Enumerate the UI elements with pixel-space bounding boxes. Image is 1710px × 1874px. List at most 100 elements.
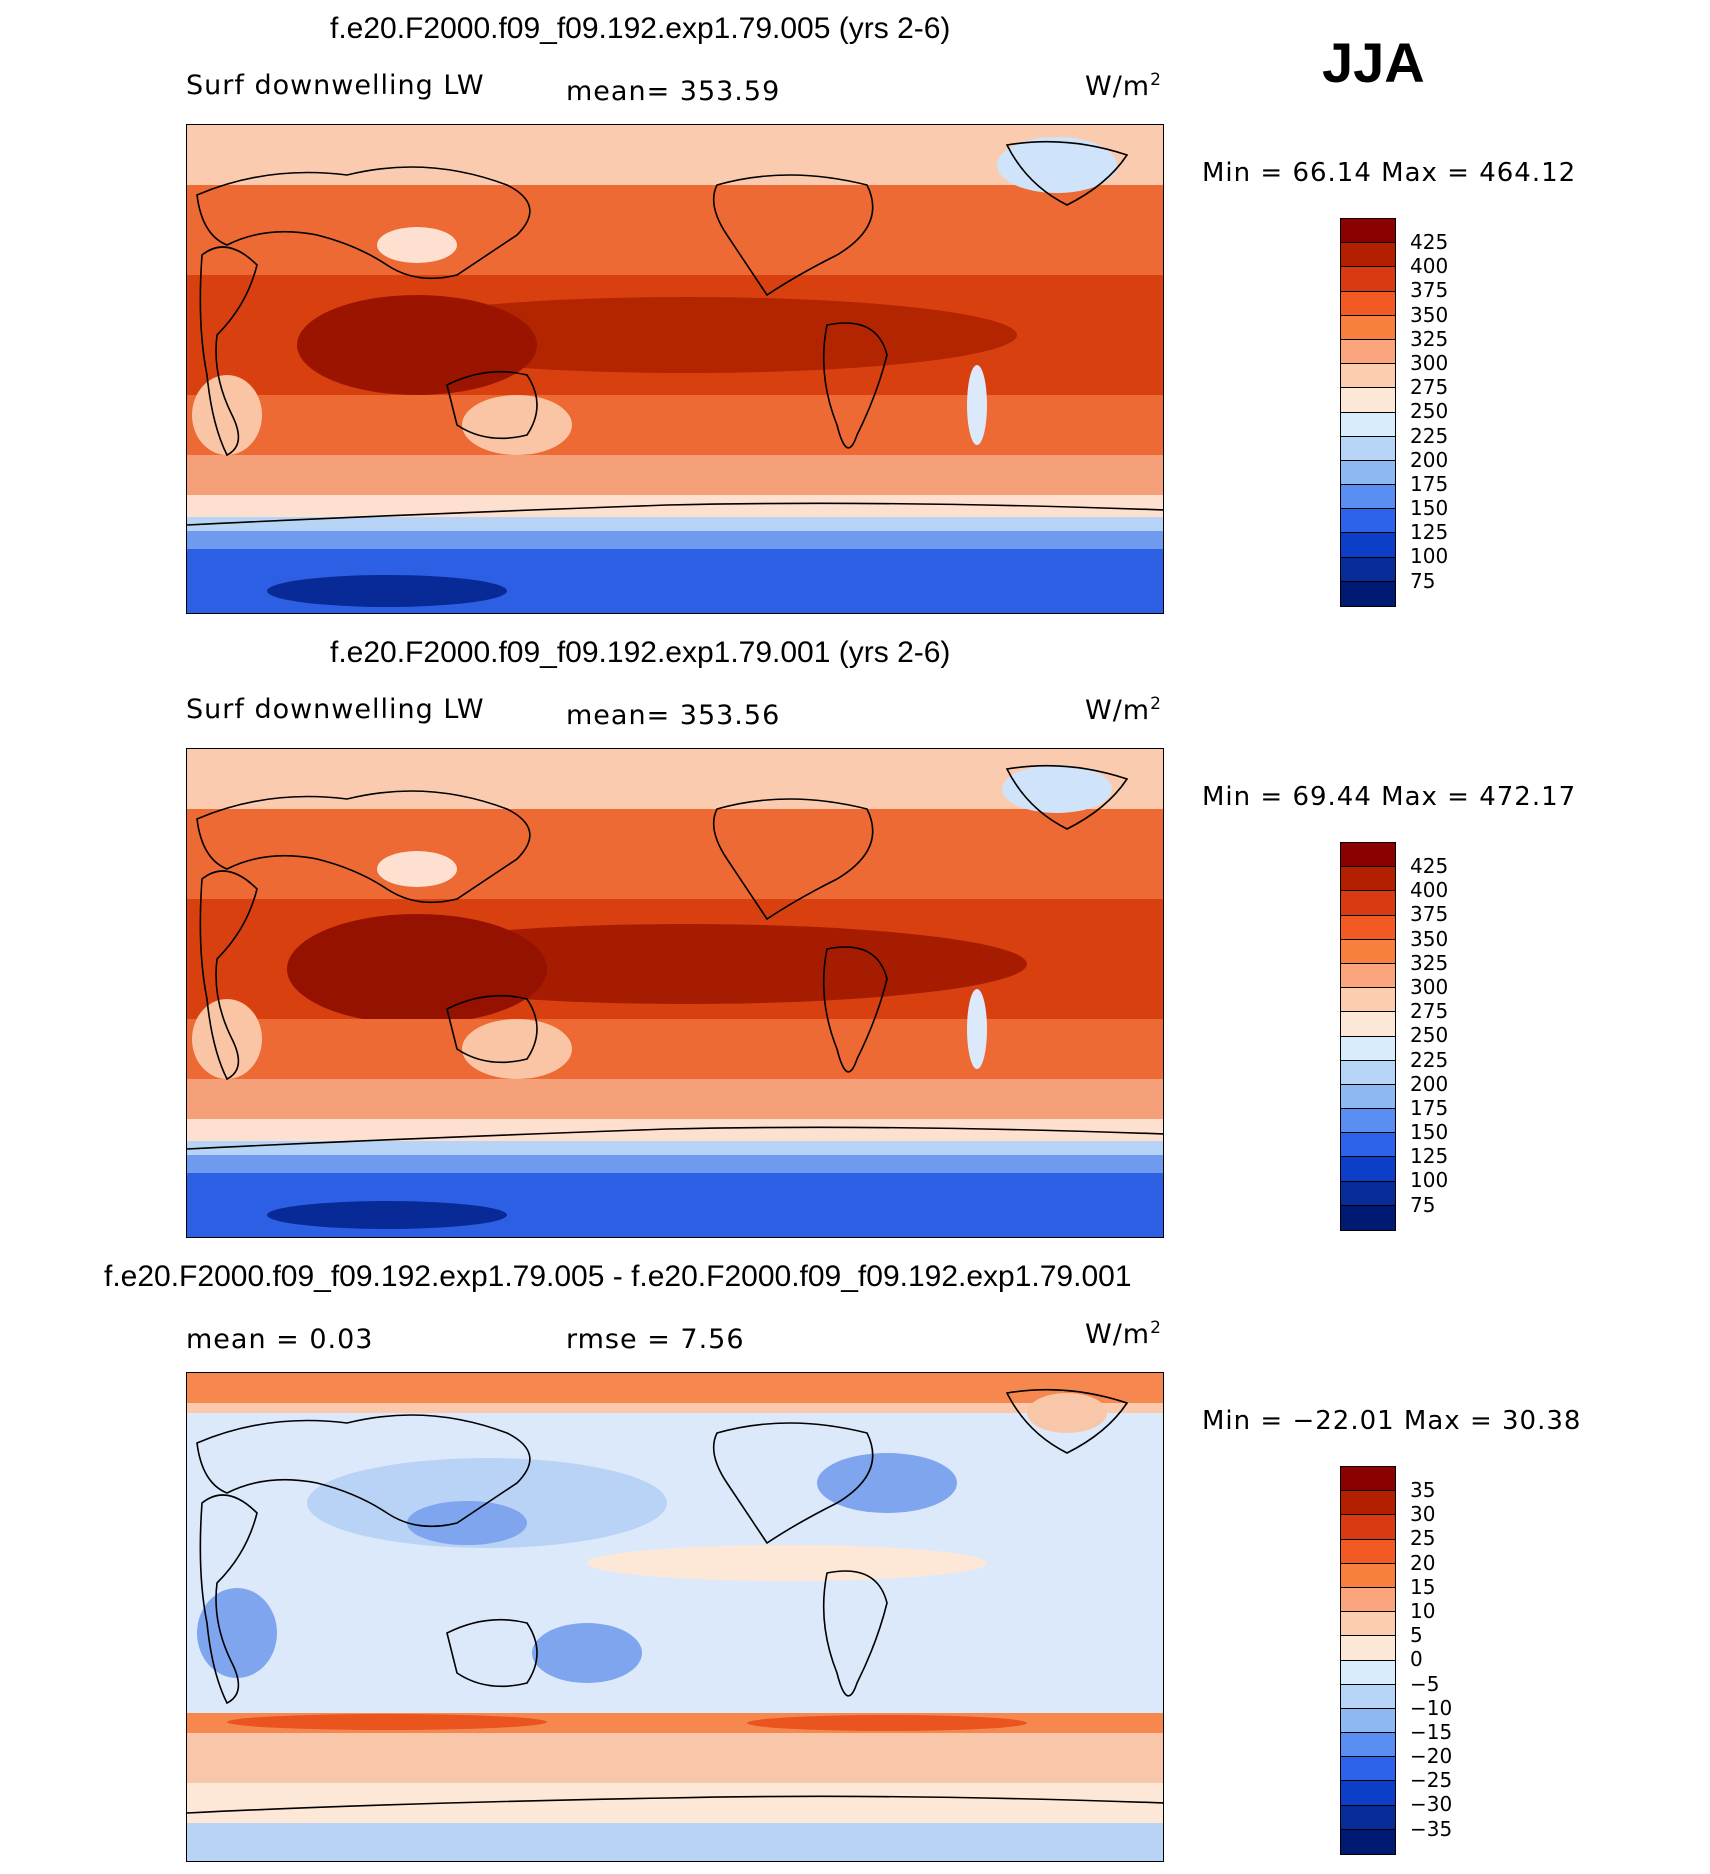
- colorbar-1-label: 350: [1410, 302, 1449, 327]
- colorbar-3-seg: [1341, 1612, 1395, 1637]
- colorbar-1-seg: [1341, 509, 1395, 534]
- panel-3-colorbar: [1340, 1466, 1396, 1855]
- arctic-transition: [187, 1403, 1163, 1413]
- colorbar-2-label: 250: [1410, 1023, 1449, 1048]
- season-label: JJA: [1322, 31, 1425, 94]
- colorbar-3-seg: [1341, 1491, 1395, 1516]
- panel-2-variable: Surf downwelling LW: [186, 694, 485, 725]
- southern-ocean-warm: [187, 1733, 1163, 1783]
- andes-cold: [967, 365, 987, 445]
- colorbar-2-seg: [1341, 1109, 1395, 1134]
- colorbar-2-label: 325: [1410, 950, 1449, 975]
- colorbar-2-seg: [1341, 867, 1395, 892]
- colorbar-1-seg: [1341, 339, 1395, 365]
- colorbar-1-seg: [1341, 412, 1395, 437]
- colorbar-2-label: 125: [1410, 1144, 1449, 1169]
- colorbar-1-seg: [1341, 557, 1395, 582]
- panel-1-units: W/m2: [1085, 70, 1162, 102]
- panel-2-units: W/m2: [1085, 694, 1162, 726]
- subtropics-band-south: [187, 395, 1163, 455]
- colorbar-2-seg: [1341, 1181, 1395, 1206]
- sea-ice-band: [187, 531, 1163, 549]
- colorbar-2-label: 375: [1410, 902, 1449, 927]
- southern-warm-core-2: [747, 1715, 1027, 1731]
- panel-1-colorbar: [1340, 218, 1396, 607]
- colorbar-1-label: 150: [1410, 496, 1449, 521]
- coast-africa: [199, 1494, 258, 1705]
- colorbar-1-label: 100: [1410, 544, 1449, 569]
- colorbar-3-seg: [1341, 1515, 1395, 1540]
- panel-2-title: f.e20.F2000.f09_f09.192.exp1.79.001 (yrs…: [330, 636, 951, 669]
- colorbar-1-seg: [1341, 219, 1395, 244]
- antarctic-neutral: [187, 1783, 1163, 1823]
- coast-africa: [199, 870, 258, 1081]
- colorbar-2-label: 150: [1410, 1120, 1449, 1145]
- colorbar-3-seg: [1341, 1563, 1395, 1588]
- coast-north-america: [712, 1422, 874, 1545]
- panel-2-map: [186, 748, 1164, 1238]
- colorbar-3-seg: [1341, 1733, 1395, 1758]
- coast-antarctica: [187, 502, 1163, 526]
- coast-north-america: [712, 174, 874, 297]
- coast-greenland: [1005, 1388, 1129, 1454]
- panel-3-title: f.e20.F2000.f09_f09.192.exp1.79.005 - f.…: [104, 1260, 1132, 1293]
- colorbar-2-label: 225: [1410, 1047, 1449, 1072]
- coast-greenland: [1005, 140, 1129, 206]
- antarctic-plateau: [267, 1201, 507, 1229]
- colorbar-1-seg: [1341, 533, 1395, 558]
- warm-core-indian: [287, 914, 547, 1024]
- panel-3-minmax: Min = −22.01 Max = 30.38: [1202, 1406, 1582, 1436]
- colorbar-1-seg: [1341, 460, 1395, 486]
- colorbar-1-label: 375: [1410, 278, 1449, 303]
- colorbar-3-seg: [1341, 1684, 1395, 1709]
- colorbar-2-label: 350: [1410, 926, 1449, 951]
- colorbar-1-seg: [1341, 267, 1395, 292]
- colorbar-2-seg: [1341, 1205, 1395, 1230]
- colorbar-3-label: −25: [1410, 1768, 1453, 1793]
- colorbar-2-seg: [1341, 1133, 1395, 1158]
- coast-south-america: [822, 322, 888, 449]
- colorbar-1-label: 275: [1410, 375, 1449, 400]
- colorbar-1-seg: [1341, 291, 1395, 316]
- colorbar-2-seg: [1341, 1012, 1395, 1037]
- southern-warm-core: [227, 1714, 547, 1730]
- greenland-cold: [997, 137, 1117, 193]
- colorbar-2-seg: [1341, 1084, 1395, 1110]
- colorbar-1-label: 175: [1410, 471, 1449, 496]
- panel-1-map: [186, 124, 1164, 614]
- colorbar-1-seg: [1341, 388, 1395, 413]
- colorbar-1-seg: [1341, 485, 1395, 510]
- colorbar-3-seg: [1341, 1539, 1395, 1564]
- colorbar-3-seg: [1341, 1781, 1395, 1806]
- coast-greenland: [1005, 764, 1129, 830]
- colorbar-3-seg: [1341, 1708, 1395, 1734]
- colorbar-3-seg: [1341, 1829, 1395, 1854]
- north-america-cool: [817, 1453, 957, 1513]
- coastlines: [187, 1388, 1163, 1814]
- colorbar-3-label: 15: [1410, 1574, 1436, 1599]
- colorbar-2-seg: [1341, 891, 1395, 916]
- colorbar-2-label: 200: [1410, 1071, 1449, 1096]
- australia-cool: [532, 1623, 642, 1683]
- colorbar-2-seg: [1341, 988, 1395, 1013]
- colorbar-3-seg: [1341, 1467, 1395, 1492]
- greenland-warm: [1027, 1393, 1107, 1433]
- antarctic-plateau: [267, 575, 507, 607]
- colorbar-2-label: 425: [1410, 854, 1449, 878]
- coastlines: [187, 140, 1163, 526]
- colorbar-3-label: −15: [1410, 1719, 1453, 1744]
- midlat-band-south: [187, 455, 1163, 495]
- panel-3-units: W/m2: [1085, 1318, 1162, 1350]
- tibet-cold: [377, 851, 457, 887]
- arctic-warm-band: [187, 1373, 1163, 1403]
- subtropics-band-south: [187, 1019, 1163, 1079]
- colorbar-1-seg: [1341, 243, 1395, 268]
- panel-1-variable: Surf downwelling LW: [186, 70, 485, 101]
- colorbar-1-label: 225: [1410, 423, 1449, 448]
- africa-cool: [197, 1588, 277, 1678]
- colorbar-3-label: 0: [1410, 1647, 1423, 1672]
- panel-1-mean: mean= 353.59: [566, 76, 781, 107]
- coast-antarctica: [187, 1795, 1163, 1814]
- midlat-band-south: [187, 1079, 1163, 1119]
